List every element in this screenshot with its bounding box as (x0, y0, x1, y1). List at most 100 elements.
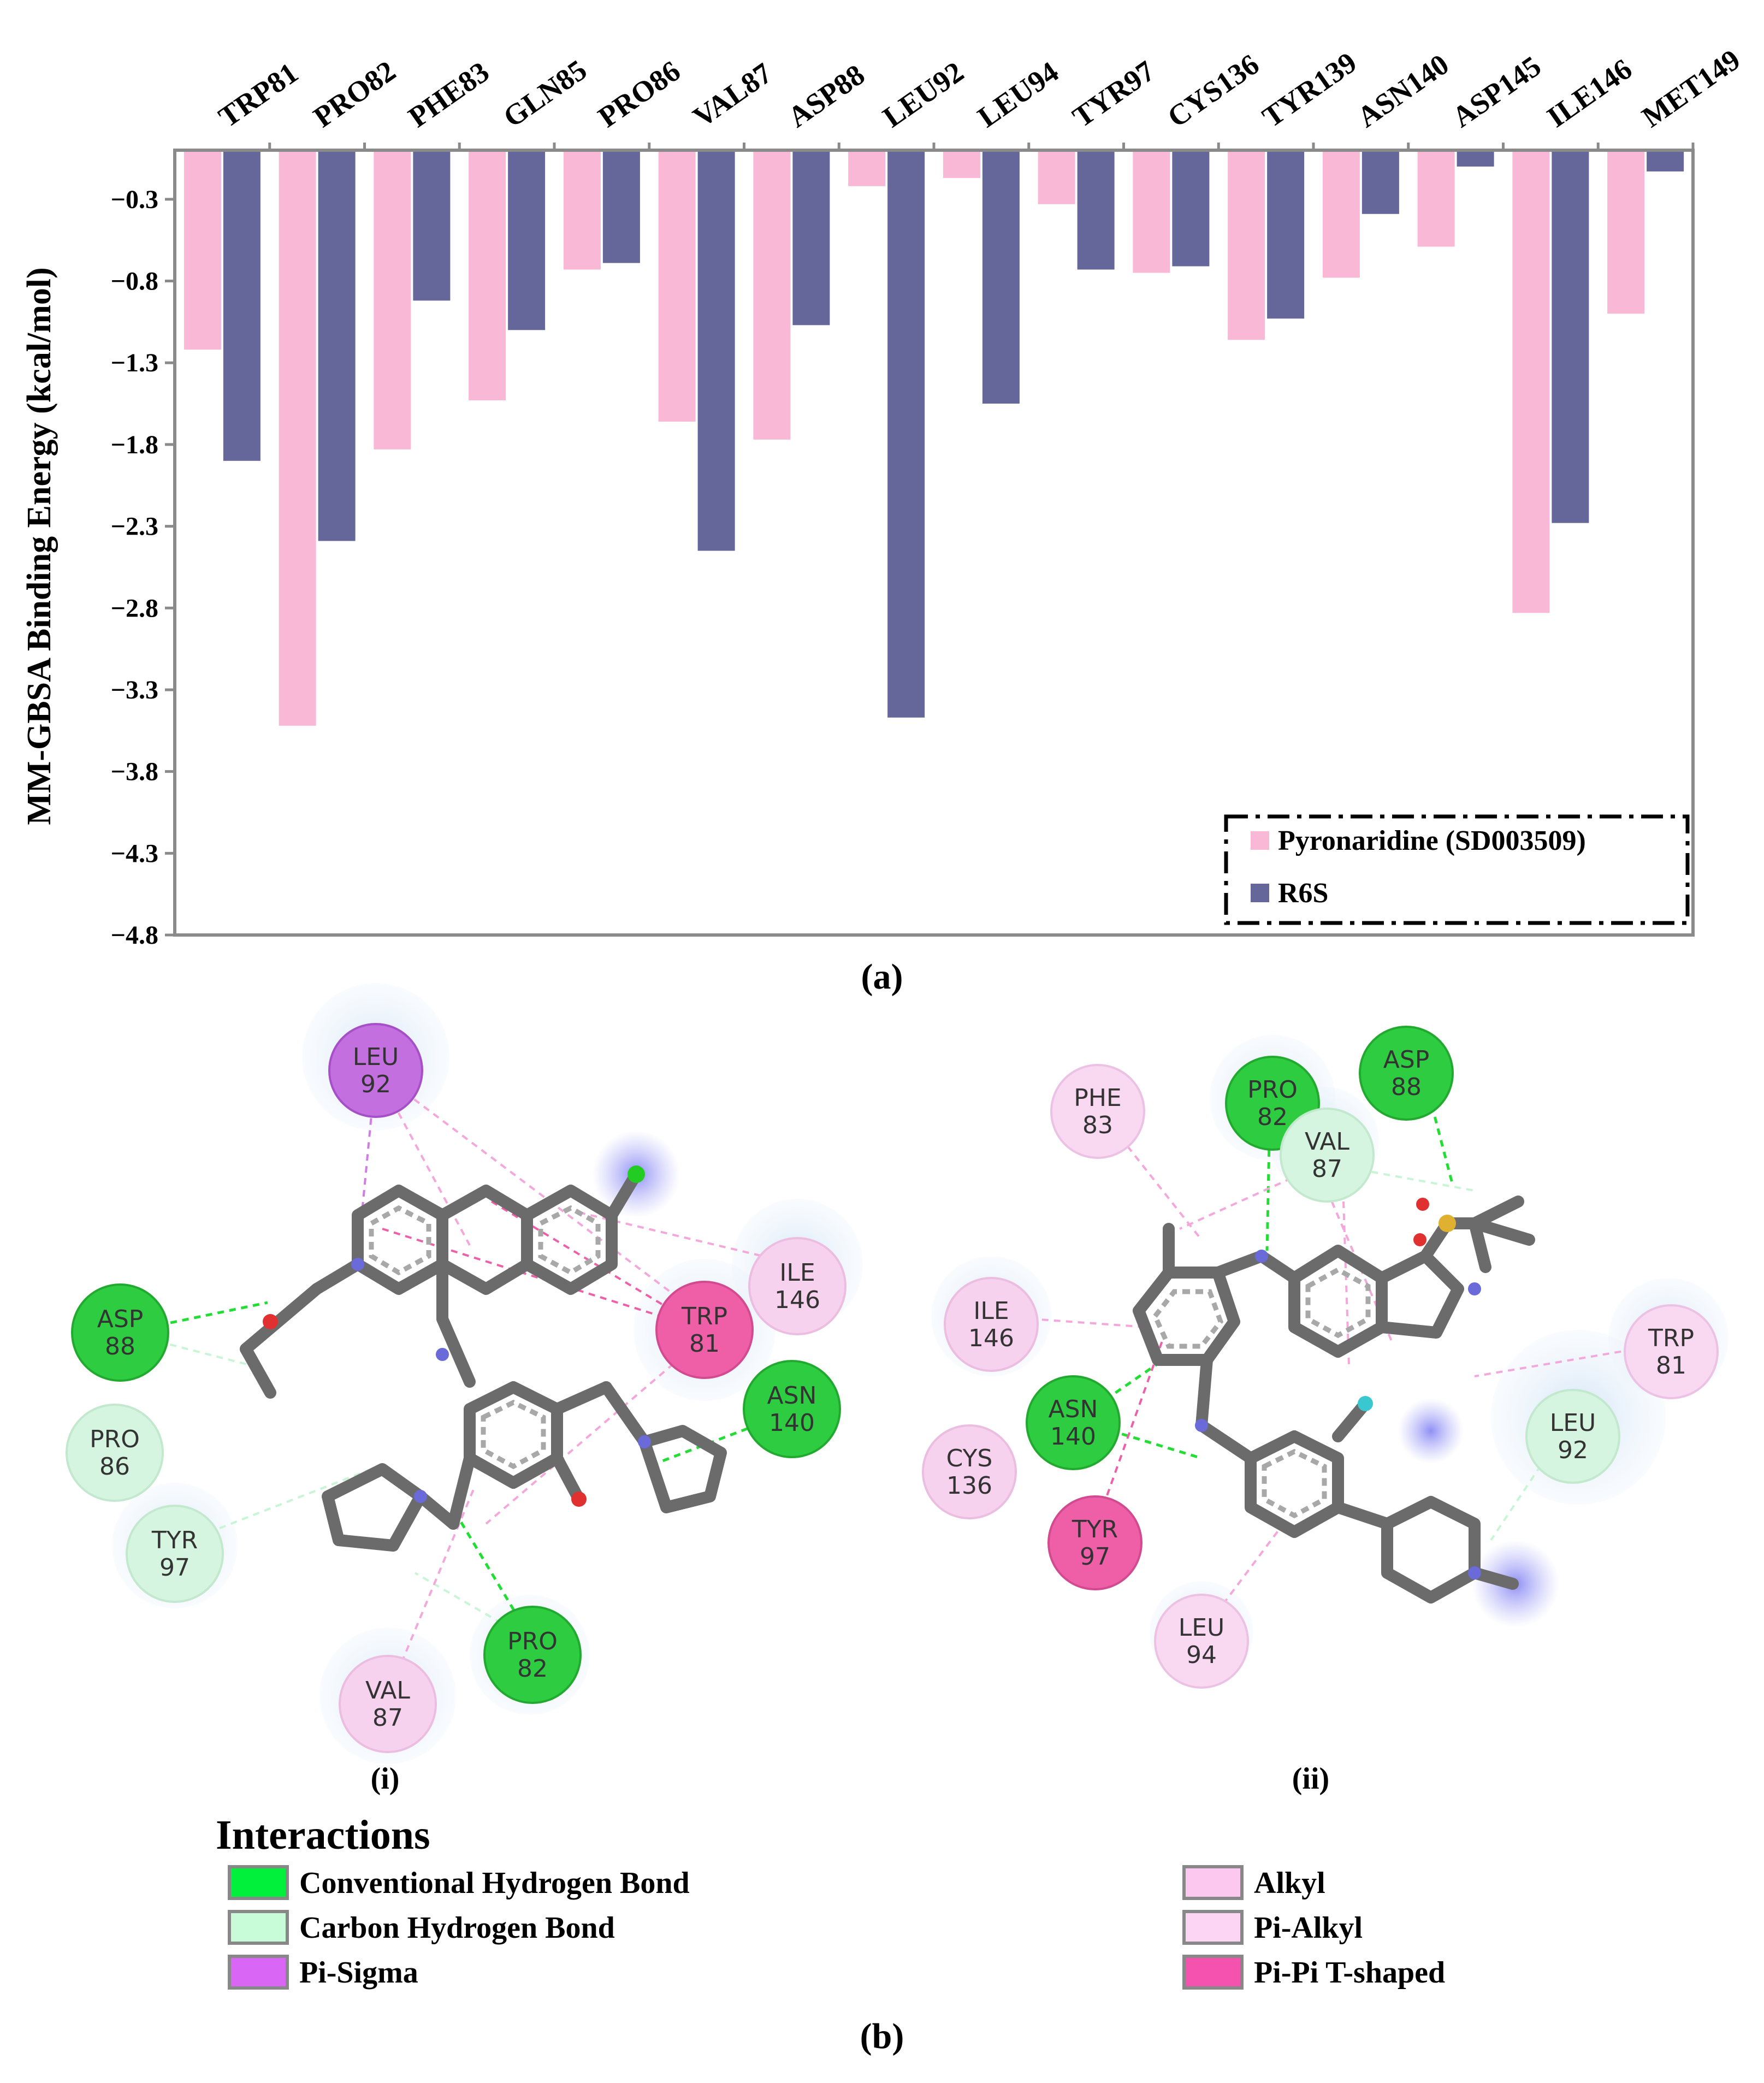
bar-r6s-leu92 (887, 150, 925, 718)
x-axis-categories: TRP81 PRO82 PHE83 GLN85 PRO86 VAL87 ASP88 LEU92… (212, 43, 1746, 150)
bar-pyronaridine-pro86 (563, 150, 601, 270)
residue-asn140-ii: ASN 140 (1026, 1375, 1121, 1470)
y-axis: −0.3 −0.8 −1.3 −1.8 −2.3 −2.8 −3.3 −3.8 −4.3 −4.8 (111, 185, 175, 950)
swatch-pi-alkyl (1182, 1910, 1244, 1945)
residue-leu92-i: LEU 92 (328, 1023, 423, 1118)
residue-val87-ii: VAL 87 (1280, 1108, 1375, 1203)
bar-pyronaridine-trp81 (183, 150, 221, 350)
residue-phe83-ii: PHE 83 (1050, 1064, 1145, 1159)
svg-text:TRP: TRP (1648, 1324, 1694, 1352)
residue-trp81-ii: TRP 81 (1624, 1304, 1719, 1399)
category-label: VAL87 (687, 56, 778, 134)
svg-text:92: 92 (360, 1070, 391, 1098)
bar-r6s-tyr97 (1077, 150, 1115, 270)
y-tick-label: −1.8 (111, 430, 158, 459)
category-label: TYR97 (1067, 54, 1161, 134)
label-alkyl: Alkyl (1254, 1866, 1325, 1900)
residue-asp88-i: ASP 88 (71, 1283, 169, 1382)
svg-text:PHE: PHE (1074, 1084, 1121, 1112)
bar-pyronaridine-gln85 (469, 150, 506, 401)
swatch-pi-sigma (228, 1955, 289, 1990)
category-label: PRO82 (307, 54, 401, 134)
category-label: ASP88 (782, 58, 871, 134)
bar-pyronaridine-met149 (1607, 150, 1645, 314)
bar-pyronaridine-asp88 (753, 150, 791, 440)
svg-text:136: 136 (946, 1472, 992, 1500)
residue-pro82-i: PRO 82 (483, 1606, 582, 1704)
svg-text:82: 82 (517, 1655, 548, 1683)
svg-text:LEU: LEU (353, 1043, 399, 1071)
bar-pyronaridine-cys136 (1133, 150, 1170, 273)
bar-r6s-met149 (1647, 150, 1684, 171)
bar-pyronaridine-leu94 (943, 150, 980, 178)
category-label: CYS136 (1162, 48, 1265, 134)
y-tick-label: −2.3 (111, 512, 158, 541)
bar-pyronaridine-val87 (658, 150, 696, 422)
swatch-carbon-h-bond (228, 1910, 289, 1945)
residue-pro86-i: PRO 86 (66, 1404, 164, 1502)
residue-ile146-i: ILE 146 (748, 1237, 847, 1335)
svg-text:83: 83 (1082, 1111, 1113, 1139)
svg-text:PRO: PRO (507, 1628, 558, 1655)
y-tick-label: −3.8 (111, 758, 158, 786)
bar-pyronaridine-asn140 (1322, 150, 1360, 278)
legend-swatch-r6s (1251, 884, 1269, 902)
bar-r6s-pro82 (318, 150, 356, 541)
category-label: ASN140 (1351, 48, 1454, 134)
residue-tyr97-i: TYR 97 (126, 1505, 224, 1603)
bar-r6s-asp88 (792, 150, 830, 326)
swatch-alkyl (1182, 1865, 1244, 1900)
category-label: PRO86 (592, 54, 686, 134)
svg-text:CYS: CYS (946, 1445, 993, 1472)
svg-text:ASP: ASP (97, 1305, 144, 1333)
y-tick-label: −4.8 (111, 921, 158, 950)
svg-text:LEU: LEU (1179, 1614, 1225, 1642)
residue-val87-i: VAL 87 (339, 1655, 437, 1753)
label-carbon-h-bond: Carbon Hydrogen Bond (299, 1911, 615, 1945)
bar-pyronaridine-ile146 (1512, 150, 1550, 613)
category-label: TYR139 (1257, 46, 1363, 134)
svg-text:VAL: VAL (365, 1677, 410, 1705)
category-label: LEU94 (972, 55, 1064, 134)
svg-text:ASP: ASP (1383, 1046, 1430, 1074)
interactions-legend: Interactions Conventional Hydrogen Bond … (216, 1812, 1445, 1990)
bar-r6s-val87 (697, 150, 735, 551)
svg-text:86: 86 (99, 1453, 130, 1481)
bar-pyronaridine-tyr97 (1038, 150, 1075, 204)
svg-text:82: 82 (1257, 1103, 1288, 1131)
residue-asp88-ii: ASP 88 (1359, 1026, 1454, 1121)
bar-pyronaridine-pro82 (279, 150, 316, 726)
bar-r6s-tyr139 (1267, 150, 1305, 319)
y-tick-label: −0.8 (111, 267, 158, 296)
svg-text:81: 81 (689, 1330, 720, 1358)
bar-pyronaridine-phe83 (374, 150, 411, 449)
plot-frame (173, 149, 1695, 937)
bar-pyronaridine-asp145 (1417, 150, 1455, 247)
label-pi-pi-t-shaped: Pi-Pi T-shaped (1254, 1956, 1445, 1990)
interaction-diagram-ii: PHE 83 PRO 82 ASP 88 VAL 87 ILE 146 TRP … (922, 1026, 1729, 1796)
svg-text:LEU: LEU (1550, 1409, 1596, 1437)
category-label: TRP81 (212, 56, 304, 134)
category-label: MET149 (1636, 43, 1747, 134)
residue-ile146-ii: ILE 146 (944, 1277, 1039, 1372)
residue-cys136-ii: CYS 136 (922, 1424, 1017, 1519)
bar-pyronaridine-leu92 (848, 150, 886, 186)
svg-text:140: 140 (769, 1409, 815, 1437)
bar-r6s-leu94 (982, 150, 1020, 404)
svg-text:87: 87 (372, 1704, 403, 1732)
bar-r6s-asn140 (1362, 150, 1399, 214)
category-label: PHE83 (402, 55, 495, 134)
svg-text:97: 97 (1080, 1543, 1110, 1571)
svg-text:146: 146 (774, 1286, 820, 1314)
legend-label-pyronaridine: Pyronaridine (SD003509) (1278, 825, 1586, 856)
panel-label-b: (b) (860, 2016, 904, 2056)
bars (183, 150, 1684, 726)
interaction-diagram-i: LEU 92 ASP 88 PRO 86 TYR 97 TRP 81 ILE 1… (66, 983, 863, 1796)
label-conventional-h-bond: Conventional Hydrogen Bond (299, 1866, 690, 1900)
panel-label-a: (a) (861, 957, 903, 997)
y-tick-label: −4.3 (111, 839, 158, 868)
svg-text:88: 88 (1391, 1073, 1422, 1101)
bar-r6s-trp81 (223, 150, 261, 461)
svg-text:146: 146 (968, 1324, 1014, 1352)
